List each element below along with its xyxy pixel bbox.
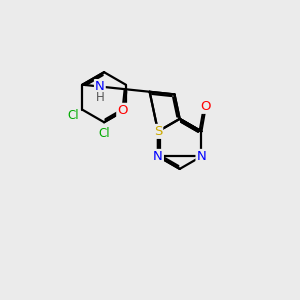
Text: Cl: Cl bbox=[67, 109, 79, 122]
Text: N: N bbox=[153, 150, 163, 163]
Text: S: S bbox=[154, 125, 162, 138]
Text: N: N bbox=[95, 80, 105, 93]
Text: O: O bbox=[117, 104, 128, 117]
Text: O: O bbox=[201, 100, 211, 113]
Text: Cl: Cl bbox=[98, 127, 110, 140]
Text: N: N bbox=[196, 150, 206, 163]
Text: H: H bbox=[95, 91, 104, 104]
